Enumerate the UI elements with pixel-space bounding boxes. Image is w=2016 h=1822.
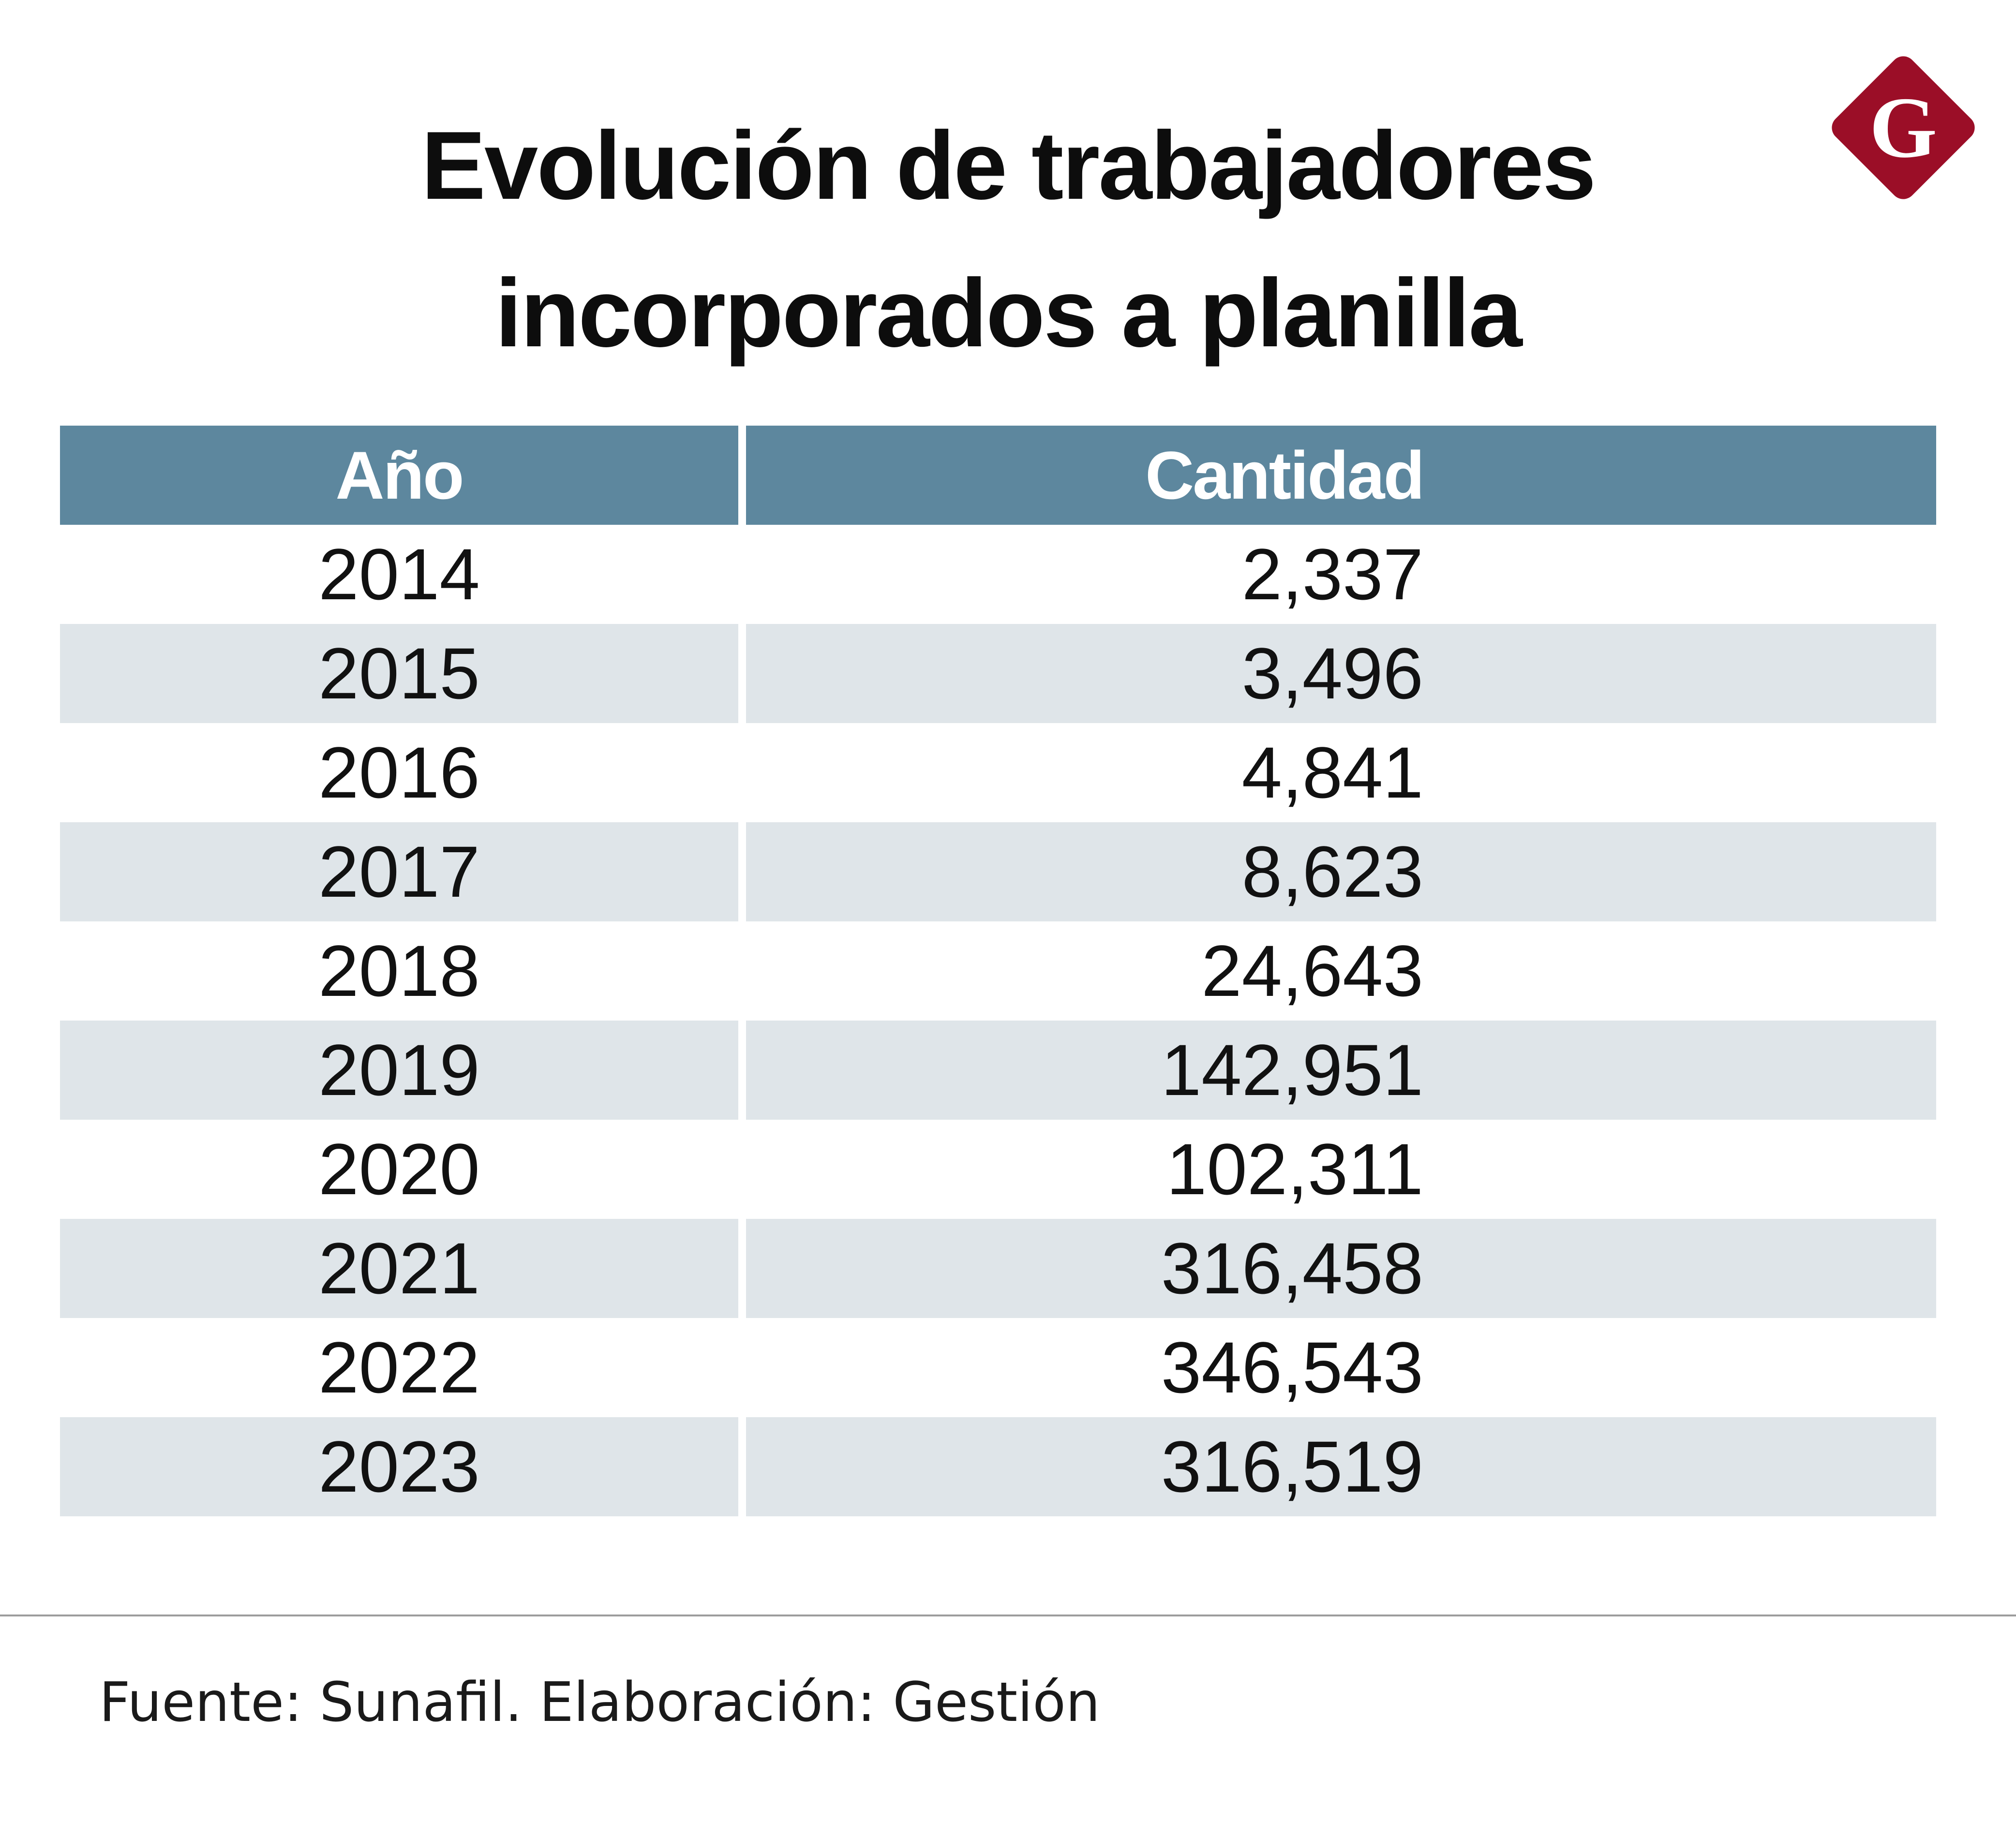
year-cell: 2021 [60,1219,738,1318]
footer-divider [0,1615,2016,1616]
quantity-cell: 24,643 [1201,930,1423,1011]
table-row: 2014 2,337 [60,525,1936,624]
title-line-1: Evolución de trabajadores [421,112,1597,220]
table-row: 2023 316,519 [60,1417,1936,1516]
quantity-cell: 316,519 [746,1417,1936,1516]
year-cell: 2018 [318,930,480,1011]
table-row: 2019 142,951 [60,1021,1936,1120]
quantity-cell: 8,623 [746,822,1936,921]
quantity-cell: 3,496 [746,624,1936,723]
table-row: 2021 316,458 [60,1219,1936,1318]
year-cell: 2019 [60,1021,738,1120]
table-row: 2020 102,311 [60,1120,1936,1219]
table-body: 2014 2,337 2015 3,496 2016 4,841 2017 8,623 2018… [60,525,1936,1516]
table-row: 2015 3,496 [60,624,1936,723]
gestion-logo-icon: G [1832,56,1975,199]
year-cell: 2017 [60,822,738,921]
quantity-cell: 316,458 [746,1219,1936,1318]
logo-letter: G [1869,79,1937,176]
year-cell: 2015 [60,624,738,723]
year-cell: 2016 [318,732,480,813]
quantity-cell: 142,951 [746,1021,1936,1120]
data-table: Año Cantidad 2014 2,337 2015 3,496 2016 4,841… [60,426,1936,1516]
year-cell: 2014 [318,533,480,615]
quantity-cell: 2,337 [1241,533,1423,615]
quantity-cell: 102,311 [1166,1128,1423,1210]
title-line-2: incorporados a planilla [495,259,1522,367]
year-cell: 2022 [318,1327,480,1408]
table-row: 2022 346,543 [60,1318,1936,1417]
column-header-quantity: Cantidad [746,426,1936,525]
column-header-year: Año [60,426,738,525]
quantity-cell: 346,543 [1161,1327,1423,1408]
table-row: 2016 4,841 [60,723,1936,822]
table-header: Año Cantidad [60,426,1936,525]
year-cell: 2023 [60,1417,738,1516]
chart-title: Evolución de trabajadores incorporados a… [0,92,2016,387]
quantity-cell: 4,841 [1241,732,1423,813]
source-note: Fuente: Sunafil. Elaboración: Gestión [99,1671,1100,1734]
table-row: 2017 8,623 [60,822,1936,921]
year-cell: 2020 [318,1128,480,1210]
table-row: 2018 24,643 [60,921,1936,1021]
